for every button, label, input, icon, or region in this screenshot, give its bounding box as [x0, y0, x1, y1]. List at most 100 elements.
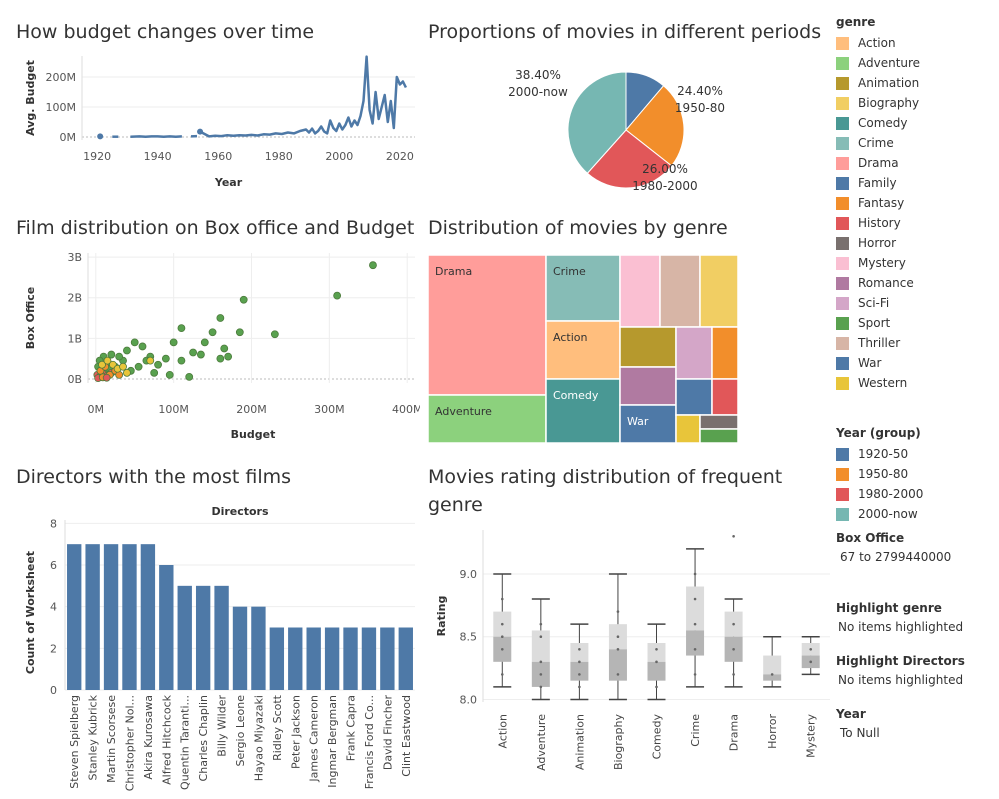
rating-point [809, 647, 813, 651]
legend-swatch [836, 136, 849, 150]
treemap-cell-biography [699, 255, 739, 328]
scatter-point [119, 362, 127, 371]
treemap-label: War [627, 415, 649, 428]
rating-box-lower [608, 649, 627, 681]
budget-x-label: Year [214, 176, 243, 189]
boxoffice-filter-range[interactable]: 67 to 2799440000 [840, 550, 952, 564]
directors-x-label: Sergio Leone [234, 695, 247, 767]
genre-legend-item[interactable]: War [836, 353, 920, 373]
budget-x-tick: 1980 [265, 150, 293, 163]
scatter-point [98, 360, 106, 369]
rating-y-label: Rating [435, 596, 448, 637]
legend-swatch [836, 216, 849, 230]
genre-legend-item[interactable]: Horror [836, 233, 920, 253]
rating-box-upper [647, 642, 666, 662]
rating-point [539, 673, 543, 676]
budget-x-tick: 2020 [386, 150, 414, 163]
rating-chart-title-line2: genre [428, 494, 483, 516]
genre-legend-item[interactable]: Sci-Fi [836, 293, 920, 313]
genre-legend-item[interactable]: Animation [836, 73, 920, 93]
year-legend-item[interactable]: 1920-50 [836, 444, 923, 464]
treemap-label: Action [553, 331, 587, 344]
rating-box-upper [763, 655, 782, 675]
treemap-cell-animation [619, 326, 677, 368]
rating-box-plot[interactable]: 8.0 8.5 9.0 Rating Action Adventure Animation B… [425, 520, 835, 799]
legend-label: Family [858, 176, 897, 190]
highlight-genre-input[interactable]: No items highlighted [838, 620, 964, 634]
highlight-directors-label: Highlight Directors [836, 654, 965, 668]
year-legend-item[interactable]: 1950-80 [836, 464, 923, 484]
rating-x-label: Mystery [805, 714, 818, 758]
legend-label: 2000-now [858, 507, 918, 521]
legend-swatch [836, 76, 849, 90]
directors-x-label: Charles Chaplin [197, 695, 210, 781]
legend-label: 1950-80 [858, 467, 909, 481]
scatter-point [123, 346, 131, 355]
scatter-point [146, 356, 155, 365]
year-legend: Year (group) 1920-50 1950-80 1980-2000 2000… [836, 426, 923, 524]
treemap-cell-mystery [619, 255, 661, 328]
rating-point [693, 597, 697, 601]
rating-point [578, 673, 581, 676]
boxoffice-budget-scatter[interactable]: 0B 1B 2B 3B 0M 100M 200M 300M 400M Budget Box Offi… [0, 245, 420, 450]
year-filter-label: Year [836, 707, 866, 721]
highlight-directors-input[interactable]: No items highlighted [838, 673, 964, 687]
directors-chart-title: Directors with the most films [16, 466, 292, 488]
genre-legend-item[interactable]: Thriller [836, 333, 920, 353]
genre-legend-item[interactable]: Drama [836, 153, 920, 173]
genre-treemap[interactable]: Drama Adventure Crime Action Comedy War [428, 255, 740, 445]
legend-label: Action [858, 36, 896, 50]
pie-slice-2000-now [567, 71, 627, 174]
year-filter-value[interactable]: To Null [840, 726, 880, 740]
genre-legend-item[interactable]: Romance [836, 273, 920, 293]
rating-y-tick: 8.5 [460, 631, 478, 644]
legend-swatch [836, 116, 849, 130]
legend-label: Western [858, 376, 908, 390]
treemap-cell-adventure [428, 394, 547, 444]
scatter-point [208, 328, 217, 337]
legend-label: Biography [858, 96, 920, 110]
genre-legend-item[interactable]: Action [836, 33, 920, 53]
directors-bar [159, 565, 174, 690]
legend-label: Mystery [858, 256, 906, 270]
rating-point [616, 610, 620, 613]
genre-legend-item[interactable]: Mystery [836, 253, 920, 273]
legend-label: Drama [858, 156, 899, 170]
legend-swatch [836, 296, 849, 310]
legend-swatch [836, 96, 849, 110]
directors-x-label: David Fincher [381, 695, 394, 771]
genre-legend-item[interactable]: Family [836, 173, 920, 193]
genre-legend-item[interactable]: Fantasy [836, 193, 920, 213]
rating-point [539, 685, 543, 689]
genre-legend-item[interactable]: History [836, 213, 920, 233]
genre-legend-item[interactable]: Biography [836, 93, 920, 113]
genre-legend-item[interactable]: Adventure [836, 53, 920, 73]
budget-line-chart[interactable]: 0M 100M 200M 1920 1940 1960 1980 2000 2020 Year Av… [0, 48, 420, 198]
genre-legend-item[interactable]: Crime [836, 133, 920, 153]
year-legend-item[interactable]: 2000-now [836, 504, 923, 524]
period-pie-chart[interactable]: 24.40% 1950-80 26.00% 1980-2000 38.40% 2000-n… [425, 48, 825, 208]
scatter-point [216, 354, 225, 363]
directors-x-label: Akira Kurosawa [142, 695, 155, 780]
year-legend-item[interactable]: 1980-2000 [836, 484, 923, 504]
budget-x-tick: 1960 [204, 150, 232, 163]
scatter-point [200, 338, 209, 347]
directors-bar-chart[interactable]: Directors 0 2 4 6 8 Count of Worksheet Steven S… [0, 500, 420, 799]
legend-label: Fantasy [858, 196, 905, 210]
year-legend-title: Year (group) [836, 426, 921, 440]
budget-y-tick: 100M [46, 101, 77, 114]
pie-slice-percent: 24.40% [677, 84, 723, 98]
legend-label: Adventure [858, 56, 921, 70]
rating-point [539, 660, 543, 664]
treemap-label: Crime [553, 265, 586, 278]
directors-bar [214, 585, 229, 690]
scatter-point [134, 362, 143, 371]
directors-x-label: Quentin Taranti... [179, 695, 192, 790]
genre-legend-item[interactable]: Western [836, 373, 920, 393]
genre-legend-item[interactable]: Sport [836, 313, 920, 333]
treemap-cell-sport [699, 428, 739, 444]
scatter-point [189, 348, 198, 357]
legend-label: 1920-50 [858, 447, 909, 461]
legend-swatch [836, 56, 849, 70]
genre-legend-item[interactable]: Comedy [836, 113, 920, 133]
